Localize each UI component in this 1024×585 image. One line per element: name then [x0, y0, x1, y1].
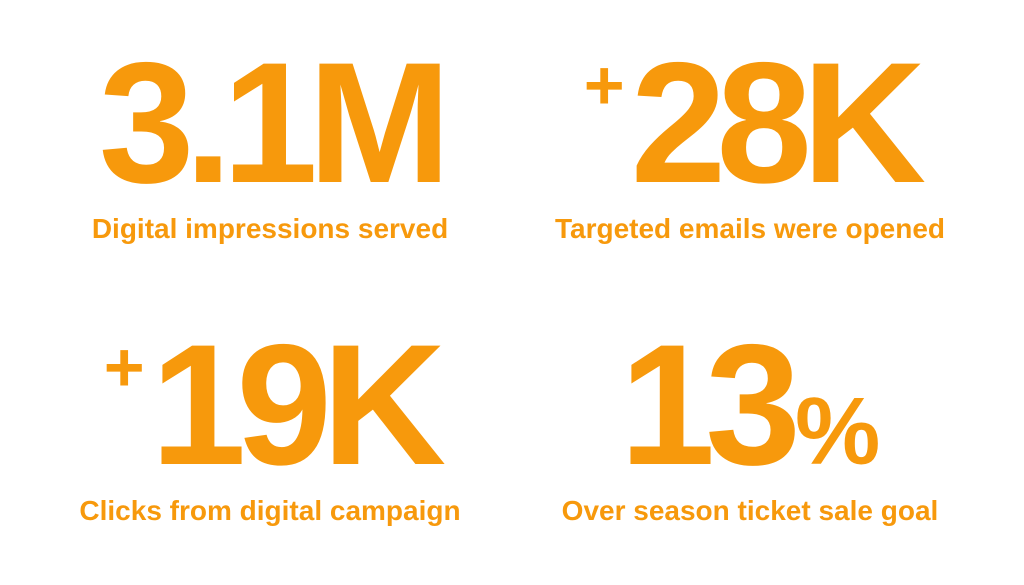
- plus-sign: +: [103, 328, 145, 406]
- stat-emails-opened: + 28K Targeted emails were opened: [494, 27, 1006, 246]
- stat-number: 28K: [630, 27, 927, 219]
- stat-number: 19K: [150, 309, 447, 501]
- percent-sign: %: [794, 378, 881, 485]
- stat-digital-impressions: 3.1M Digital impressions served: [14, 27, 526, 246]
- stat-value: 13 %: [619, 309, 881, 501]
- stat-caption: Clicks from digital campaign: [79, 495, 461, 526]
- stat-number: 3.1M: [98, 27, 451, 219]
- stat-value: 3.1M: [98, 27, 451, 219]
- stat-campaign-clicks: + 19K Clicks from digital campaign: [14, 309, 526, 528]
- stat-value: + 19K: [103, 309, 447, 501]
- stat-value: + 28K: [583, 27, 927, 219]
- stat-caption: Digital impressions served: [91, 213, 449, 244]
- stat-caption: Targeted emails were opened: [554, 213, 946, 244]
- stat-number: 13: [619, 309, 801, 501]
- plus-sign: +: [583, 46, 625, 124]
- stat-ticket-goal: 13 % Over season ticket sale goal: [494, 309, 1006, 528]
- stat-caption: Over season ticket sale goal: [561, 495, 939, 526]
